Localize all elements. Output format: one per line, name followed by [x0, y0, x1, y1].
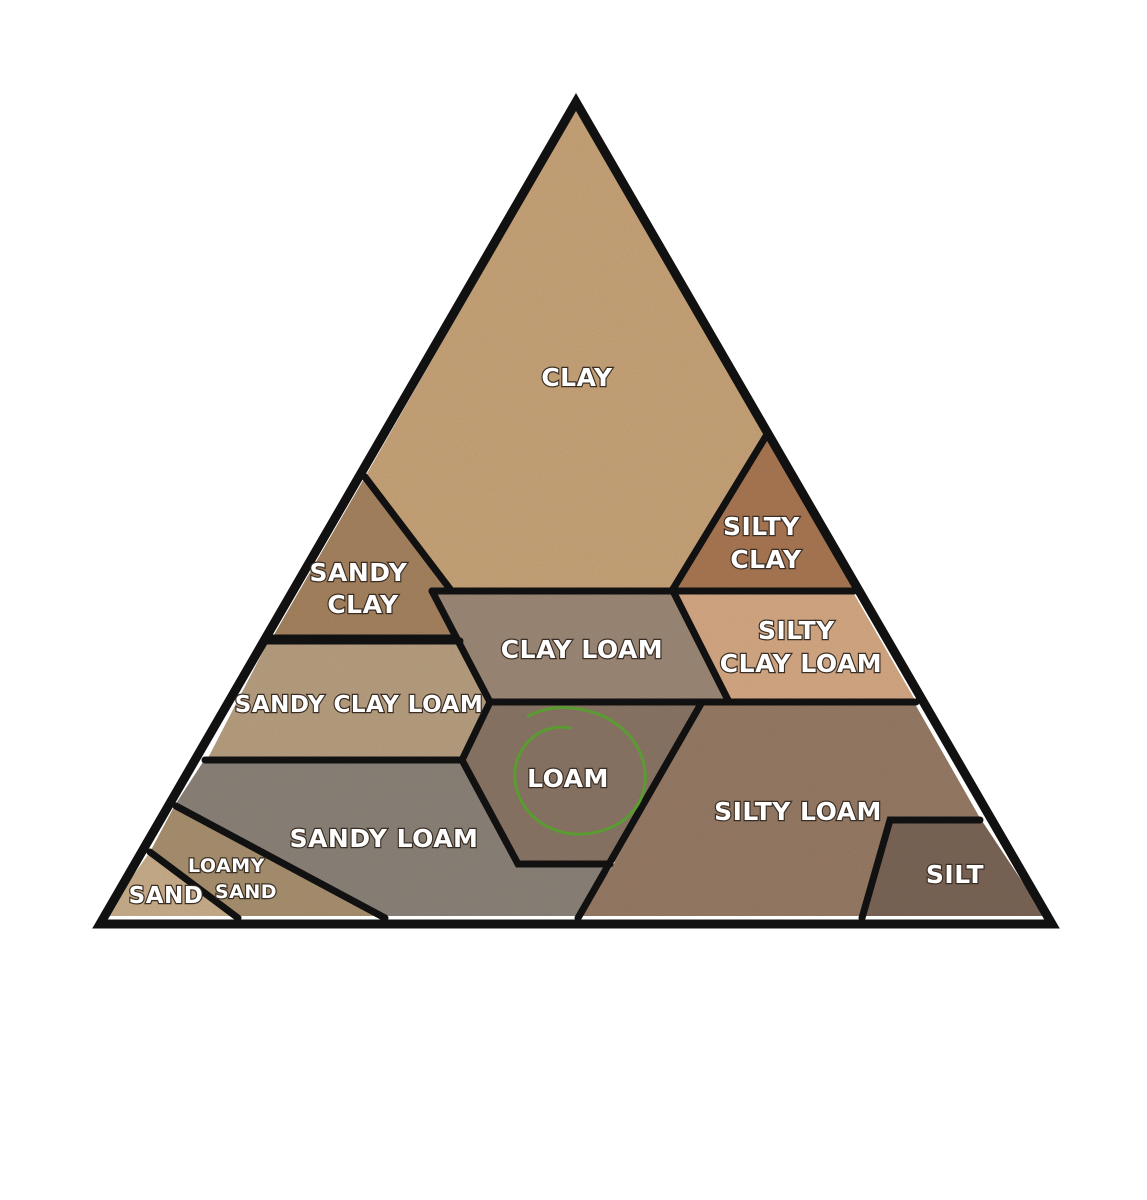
- divider-line: [574, 698, 706, 922]
- label-silty-clay-loam: SILTY CLAY LOAM: [720, 616, 882, 678]
- region-clay-loam: [432, 594, 728, 700]
- label-sandy-clay: SANDY CLAY: [309, 558, 416, 619]
- region-sandy-clay: [271, 477, 455, 640]
- divider-line: [858, 816, 984, 922]
- label-silt: SILT: [926, 860, 984, 889]
- region-loam: [462, 704, 700, 862]
- divider-line: [669, 432, 770, 593]
- region-sand: [104, 852, 238, 916]
- divider-line: [458, 756, 614, 868]
- divider-line: [172, 802, 389, 922]
- label-clay: CLAY: [541, 363, 613, 392]
- label-sandy-clay-loam: SANDY CLAY LOAM: [235, 692, 483, 718]
- region-silty-clay-loam: [675, 594, 915, 700]
- divider-line: [669, 587, 732, 704]
- divider-line: [361, 473, 454, 593]
- divider-line: [146, 848, 242, 922]
- label-loamy-sand: LOAMY SAND: [188, 855, 277, 903]
- triangle-outline: [92, 93, 1060, 929]
- label-silty-clay: SILTY CLAY: [723, 512, 809, 574]
- label-sandy-loam: SANDY LOAM: [290, 824, 479, 853]
- region-sandy-loam: [175, 762, 608, 916]
- label-loam: LOAM: [527, 764, 609, 793]
- loam-highlight-circle: [513, 706, 647, 836]
- region-silty-clay: [673, 436, 854, 589]
- label-silty-loam: SILTY LOAM: [714, 797, 882, 826]
- label-sand: SAND: [129, 883, 204, 909]
- region-sandy-clay-loam: [208, 644, 490, 758]
- region-silt: [862, 818, 1045, 916]
- label-clay-loam: CLAY LOAM: [501, 635, 663, 664]
- region-silty-loam: [580, 704, 980, 916]
- region-clay: [365, 108, 766, 589]
